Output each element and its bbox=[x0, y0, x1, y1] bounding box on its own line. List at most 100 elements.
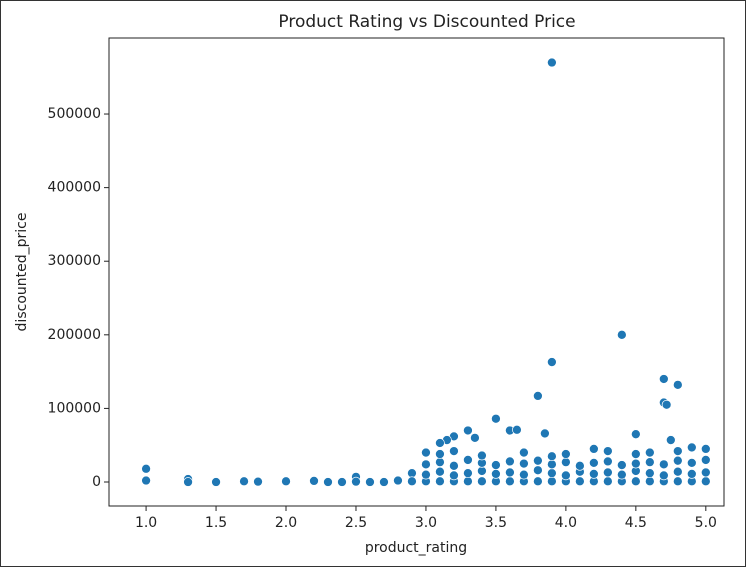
point bbox=[183, 477, 193, 487]
y-tick-label: 400000 bbox=[48, 180, 101, 196]
point bbox=[379, 477, 389, 487]
point bbox=[470, 432, 480, 443]
point bbox=[421, 447, 431, 458]
point bbox=[630, 476, 641, 487]
point bbox=[658, 459, 669, 470]
point bbox=[323, 477, 333, 487]
point bbox=[658, 470, 669, 481]
point bbox=[435, 438, 445, 448]
y-tick-label: 100000 bbox=[48, 400, 101, 416]
point bbox=[407, 476, 417, 487]
x-tick-label: 4.5 bbox=[625, 515, 647, 531]
point bbox=[477, 450, 487, 461]
point bbox=[421, 469, 431, 480]
point bbox=[512, 424, 522, 435]
point bbox=[603, 476, 613, 487]
x-tick-label: 4.0 bbox=[555, 515, 577, 531]
x-axis-label: product_rating bbox=[365, 540, 467, 556]
plot-area bbox=[108, 37, 725, 507]
point bbox=[253, 476, 263, 487]
point bbox=[449, 460, 459, 471]
point bbox=[630, 429, 641, 440]
x-tick-label: 3.0 bbox=[415, 515, 437, 531]
point bbox=[603, 446, 613, 456]
point bbox=[463, 476, 473, 487]
point bbox=[658, 374, 669, 384]
point bbox=[672, 380, 683, 390]
point bbox=[665, 435, 676, 445]
point bbox=[309, 476, 319, 486]
point bbox=[630, 449, 641, 459]
point bbox=[644, 468, 655, 479]
y-axis-label: discounted_price bbox=[14, 213, 30, 332]
point bbox=[533, 391, 543, 401]
point bbox=[540, 428, 550, 439]
point bbox=[505, 467, 515, 478]
point bbox=[547, 459, 557, 470]
point bbox=[575, 476, 585, 487]
point bbox=[589, 458, 599, 468]
point bbox=[533, 465, 543, 476]
point bbox=[477, 466, 487, 476]
point bbox=[686, 442, 697, 453]
point bbox=[700, 467, 711, 478]
point bbox=[449, 446, 459, 456]
point bbox=[686, 458, 697, 468]
point bbox=[407, 468, 417, 479]
point bbox=[477, 476, 487, 487]
point bbox=[547, 468, 557, 479]
point bbox=[644, 476, 655, 487]
point bbox=[463, 425, 473, 436]
point bbox=[672, 466, 683, 477]
point bbox=[463, 455, 473, 465]
point bbox=[603, 467, 613, 478]
x-tick-label: 1.5 bbox=[205, 515, 227, 531]
x-tick-label: 3.5 bbox=[485, 515, 507, 531]
point bbox=[547, 357, 557, 367]
y-tick-label: 200000 bbox=[48, 327, 101, 343]
point bbox=[672, 476, 683, 487]
point bbox=[589, 469, 599, 479]
point bbox=[239, 476, 249, 487]
point bbox=[435, 449, 445, 459]
y-tick-label: 300000 bbox=[48, 253, 101, 269]
point bbox=[644, 447, 655, 458]
point bbox=[519, 447, 529, 458]
point bbox=[421, 459, 431, 470]
point bbox=[435, 457, 445, 467]
y-tick-label: 0 bbox=[92, 474, 101, 490]
point bbox=[435, 476, 445, 487]
point bbox=[575, 460, 585, 471]
point bbox=[644, 457, 655, 467]
y-tick-label: 500000 bbox=[48, 106, 101, 122]
point bbox=[672, 446, 683, 456]
point bbox=[561, 470, 571, 481]
point bbox=[616, 329, 627, 340]
point bbox=[435, 466, 445, 477]
point bbox=[491, 460, 501, 470]
x-tick-label: 5.0 bbox=[695, 515, 717, 531]
point bbox=[700, 455, 711, 465]
point bbox=[463, 468, 473, 479]
point bbox=[547, 57, 557, 68]
chart-title: Product Rating vs Discounted Price bbox=[278, 12, 575, 32]
point bbox=[519, 458, 529, 469]
point bbox=[616, 460, 627, 470]
point bbox=[141, 463, 151, 474]
point bbox=[561, 457, 571, 467]
point bbox=[449, 470, 459, 481]
point bbox=[672, 455, 683, 466]
point bbox=[211, 477, 221, 487]
x-tick-label: 1.0 bbox=[135, 515, 157, 531]
point bbox=[589, 444, 599, 454]
x-tick-label: 2.0 bbox=[275, 515, 297, 531]
x-tick-label: 2.5 bbox=[345, 515, 367, 531]
point bbox=[547, 476, 557, 487]
point bbox=[547, 451, 557, 462]
point bbox=[505, 456, 515, 467]
point bbox=[281, 476, 291, 487]
point bbox=[616, 469, 627, 480]
point bbox=[700, 476, 711, 487]
point bbox=[365, 477, 375, 487]
point bbox=[491, 413, 501, 424]
